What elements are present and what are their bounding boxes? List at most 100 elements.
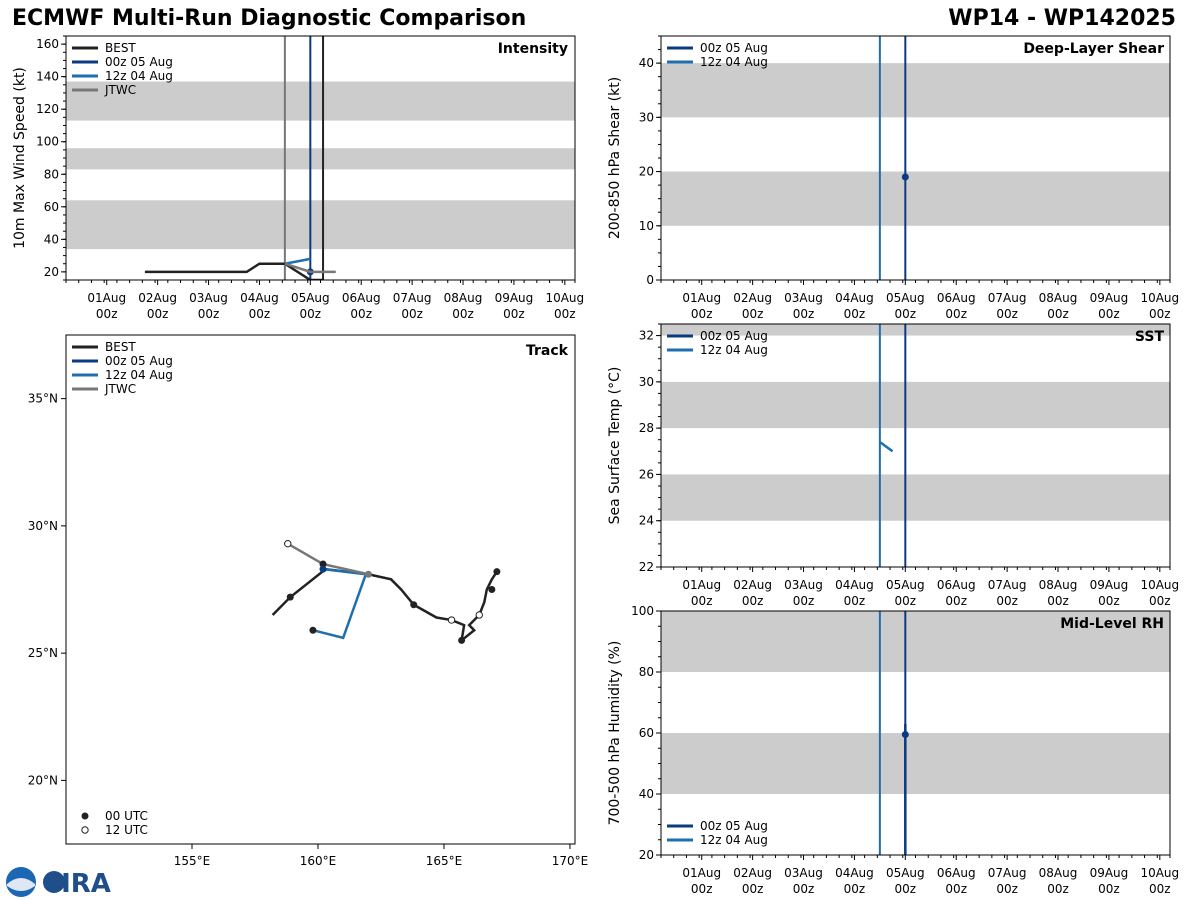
x-tick-label: 00z: [996, 594, 1018, 608]
x-tick-label: 00z: [503, 307, 525, 321]
x-tick-label: 00z: [452, 307, 474, 321]
threshold-band: [66, 200, 575, 250]
x-tick-label: 04Aug: [240, 291, 279, 305]
threshold-band: [66, 148, 575, 170]
x-tick-label: 02Aug: [138, 291, 177, 305]
x-tick-label: 05Aug: [886, 578, 925, 592]
y-tick-label: 30°N: [28, 519, 58, 533]
legend-label: BEST: [105, 41, 136, 55]
x-tick-label: 00z: [198, 307, 220, 321]
series-line: [879, 441, 894, 453]
x-tick-label: 00z: [945, 882, 967, 896]
x-tick-label: 00z: [1098, 307, 1120, 321]
track-marker-00utc: [410, 601, 418, 609]
x-tick-label: 04Aug: [835, 866, 874, 880]
series-line: [284, 262, 336, 274]
plot-area: [661, 36, 1170, 280]
x-tick-label: 165°E: [426, 854, 463, 868]
x-tick-label: 06Aug: [342, 291, 381, 305]
threshold-band: [66, 81, 575, 121]
y-tick-label: 26: [639, 467, 654, 481]
x-tick-label: 10Aug: [1140, 578, 1179, 592]
legend-label: 00z 05 Aug: [700, 329, 768, 343]
y-tick-label: 100: [36, 135, 59, 149]
x-tick-label: 06Aug: [937, 578, 976, 592]
chart-rh: 20 40 60 80 100 01Aug 00z 02Aug 00z 03Aug 00z 04Aug…: [607, 604, 1179, 896]
threshold-band: [661, 474, 1170, 521]
track-marker-00utc: [458, 636, 466, 644]
legend-marker-00utc: [81, 812, 89, 820]
legend-label: JTWC: [104, 382, 136, 396]
y-tick-label: 60: [639, 726, 654, 740]
x-tick-label: 07Aug: [393, 291, 432, 305]
x-tick-label: 00z: [895, 594, 917, 608]
x-tick-label: 170°E: [552, 854, 589, 868]
y-tick-label: 40: [639, 787, 654, 801]
y-tick-label: 140: [36, 70, 59, 84]
x-tick-label: 09Aug: [495, 291, 534, 305]
x-tick-label: 00z: [1149, 307, 1171, 321]
plot-area: [661, 611, 1170, 855]
y-tick-label: 25°N: [28, 646, 58, 660]
track-marker-12utc: [284, 539, 292, 548]
x-tick-label: 00z: [945, 594, 967, 608]
chart-track: 155°E 160°E 165°E 170°E 20°N 25°N 30°N 35°N Trac…: [28, 334, 589, 868]
y-tick-label: 30: [639, 375, 654, 389]
track-marker-00utc: [364, 570, 372, 578]
legend-label: 00z 05 Aug: [700, 41, 768, 55]
x-tick-label: 00z: [147, 307, 169, 321]
x-tick-label: 00z: [793, 882, 815, 896]
y-tick-label: 80: [639, 665, 654, 679]
data-point: [901, 173, 909, 181]
x-tick-label: 04Aug: [835, 578, 874, 592]
x-tick-label: 00z: [1047, 307, 1069, 321]
track-marker-12utc: [447, 616, 456, 624]
x-tick-label: 02Aug: [733, 291, 772, 305]
y-axis-label: 200-850 hPa Shear (kt): [607, 77, 623, 239]
y-tick-label: 20°N: [28, 773, 58, 787]
x-tick-label: 00z: [249, 307, 271, 321]
chart-shear: 0 10 20 30 40 01Aug 00z 02Aug 00z 03Aug 00z 04Aug 00…: [607, 35, 1179, 321]
x-tick-label: 05Aug: [291, 291, 330, 305]
x-tick-label: 06Aug: [937, 291, 976, 305]
cira-globe-icon: [43, 871, 65, 893]
x-tick-label: 00z: [742, 307, 764, 321]
x-tick-label: 03Aug: [784, 866, 823, 880]
x-tick-label: 07Aug: [988, 578, 1027, 592]
chart-intensity: 20 40 60 80 100 120 140 160 01Aug 00z 02Aug 00z 03Au…: [12, 35, 584, 321]
series-line: [144, 262, 324, 280]
x-tick-label: 00z: [1047, 594, 1069, 608]
x-tick-label: 01Aug: [682, 291, 721, 305]
x-tick-label: 00z: [895, 882, 917, 896]
legend-label: 12z 04 Aug: [105, 69, 173, 83]
x-tick-label: 08Aug: [1039, 578, 1078, 592]
track-marker-00utc: [488, 586, 496, 593]
x-tick-label: 00z: [401, 307, 423, 321]
legend-label: 00 UTC: [105, 809, 148, 823]
x-tick-label: 155°E: [174, 854, 211, 868]
y-tick-label: 100: [631, 604, 654, 618]
x-tick-label: 00z: [742, 594, 764, 608]
track-marker-12utc: [475, 611, 483, 619]
cira-logo: CIRA: [6, 867, 111, 898]
y-tick-label: 20: [639, 848, 654, 862]
x-tick-label: 10Aug: [545, 291, 584, 305]
y-tick-label: 28: [639, 421, 654, 435]
x-tick-label: 09Aug: [1090, 291, 1129, 305]
x-tick-label: 00z: [895, 307, 917, 321]
y-axis-label: 10m Max Wind Speed (kt): [12, 67, 28, 249]
x-tick-label: 00z: [96, 307, 118, 321]
panel-title: Mid-Level RH: [1060, 616, 1164, 632]
map-frame: [65, 334, 576, 845]
legend-label: JTWC: [104, 83, 136, 97]
x-tick-label: 00z: [300, 307, 322, 321]
y-axis-label: Sea Surface Temp (°C): [607, 367, 623, 525]
chart-sst: 22 24 26 28 30 32 01Aug 00z 02Aug 00z 03Aug 00z 04Au…: [607, 323, 1179, 608]
legend-label: 12z 04 Aug: [700, 833, 768, 847]
logo-text: CIRA: [42, 869, 111, 898]
x-tick-label: 00z: [1098, 882, 1120, 896]
x-tick-label: 01Aug: [682, 578, 721, 592]
x-tick-label: 00z: [844, 307, 866, 321]
y-tick-label: 40: [44, 232, 59, 246]
y-tick-label: 60: [44, 200, 59, 214]
